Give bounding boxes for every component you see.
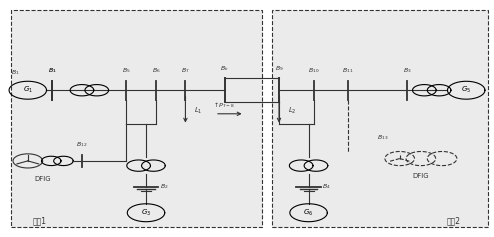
- Text: $B_{13}$: $B_{13}$: [377, 133, 388, 142]
- Text: $L_2$: $L_2$: [288, 106, 296, 116]
- Text: $G_{6}$: $G_{6}$: [303, 208, 314, 218]
- FancyBboxPatch shape: [10, 10, 262, 227]
- Text: $B_{7}$: $B_{7}$: [181, 66, 190, 75]
- Text: $L_1$: $L_1$: [194, 106, 203, 116]
- Text: $B_{6}$: $B_{6}$: [152, 66, 160, 75]
- Text: $B_{1}$: $B_{1}$: [48, 66, 57, 75]
- Text: $B_{3}$: $B_{3}$: [403, 66, 412, 75]
- Text: DFIG: DFIG: [412, 173, 429, 179]
- Text: $B_4$: $B_4$: [323, 182, 331, 191]
- Text: $G_{5}$: $G_{5}$: [461, 85, 471, 95]
- FancyBboxPatch shape: [272, 10, 489, 227]
- Text: 区域2: 区域2: [447, 216, 461, 225]
- Text: DFIG: DFIG: [34, 176, 51, 182]
- Text: $G_{1}$: $G_{1}$: [23, 85, 33, 95]
- Text: $B_9$: $B_9$: [275, 64, 284, 73]
- Text: $B_{10}$: $B_{10}$: [308, 66, 319, 75]
- Text: $↑P_{7-8}$: $↑P_{7-8}$: [212, 100, 234, 109]
- Text: $B_{5}$: $B_{5}$: [122, 66, 131, 75]
- Text: 区域1: 区域1: [33, 216, 47, 225]
- Text: $B_1$: $B_1$: [11, 68, 20, 77]
- Text: $B_{11}$: $B_{11}$: [342, 66, 354, 75]
- Text: $B_2$: $B_2$: [160, 182, 168, 191]
- Text: $B_1$: $B_1$: [48, 66, 57, 75]
- Text: $B_k$: $B_k$: [220, 64, 229, 73]
- Text: $B_{12}$: $B_{12}$: [76, 140, 87, 149]
- Text: $G_{3}$: $G_{3}$: [141, 208, 151, 218]
